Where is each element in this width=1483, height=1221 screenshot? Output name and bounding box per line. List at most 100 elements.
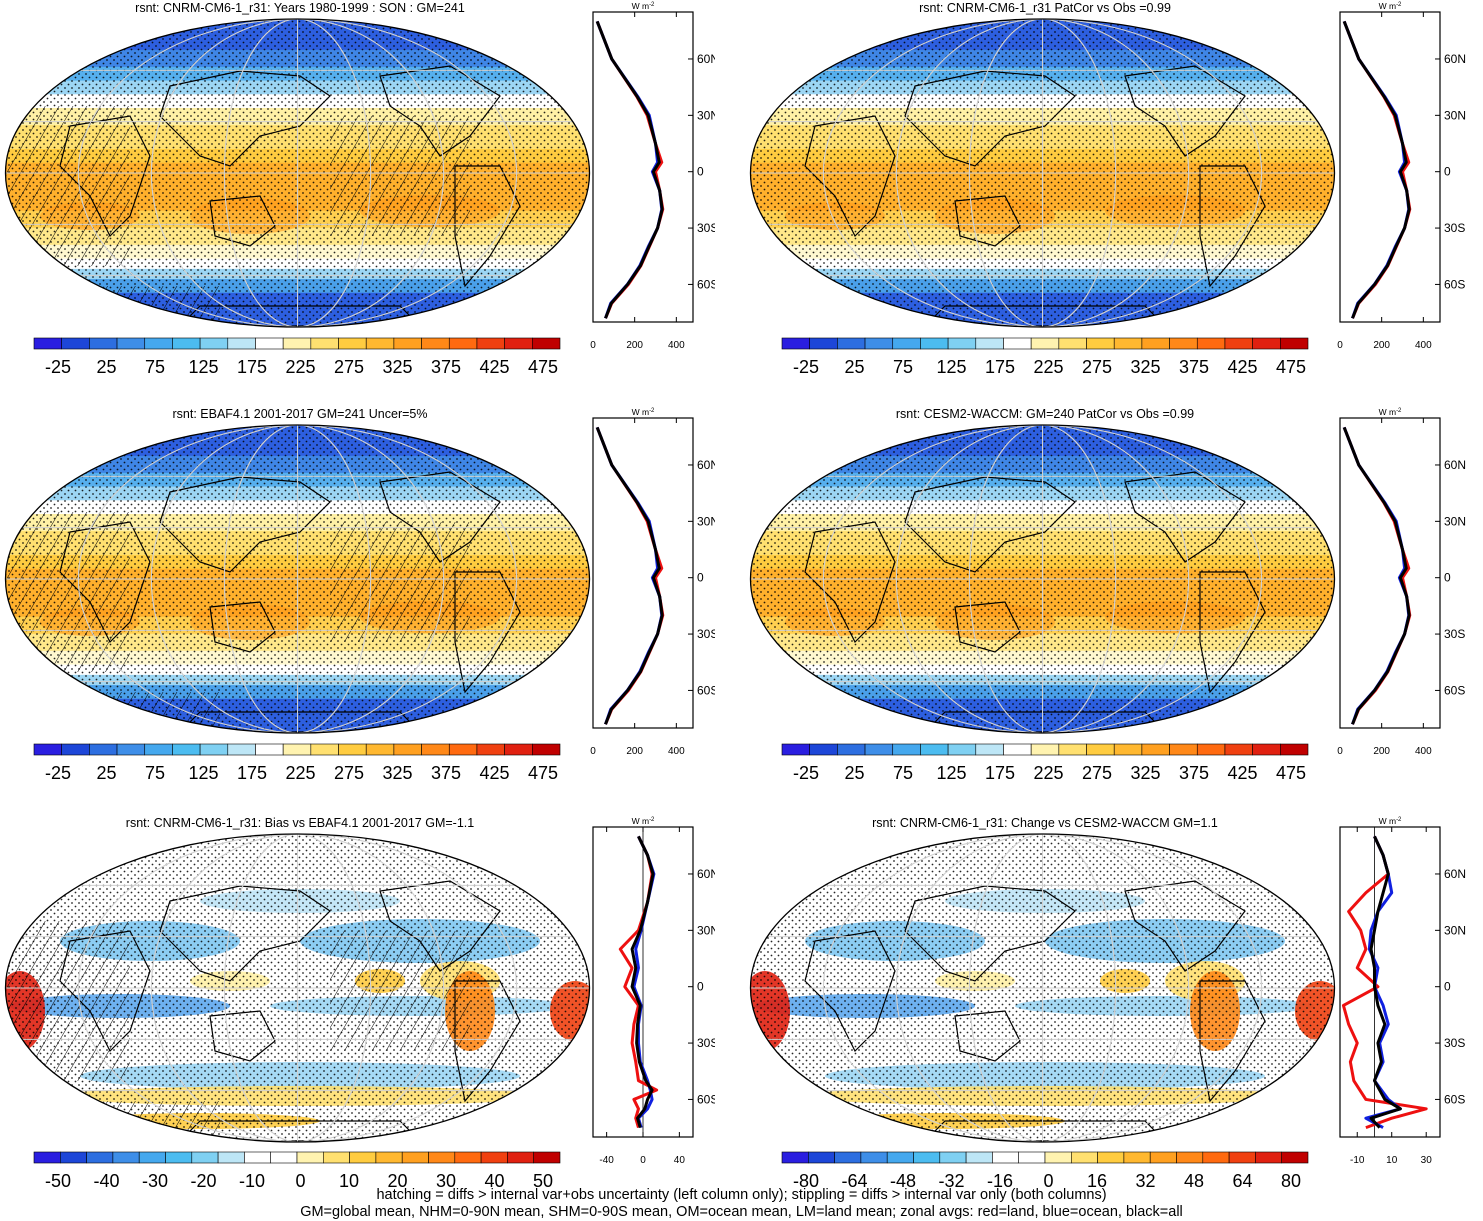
zonal-series-ocean — [1342, 20, 1411, 319]
robinson-map — [4, 424, 591, 734]
zonal-x-label: 0 — [590, 340, 596, 351]
zonal-x-label: 400 — [668, 746, 685, 757]
colorbar-swatch — [476, 743, 505, 756]
colorbar-swatch — [1169, 337, 1198, 350]
colorbar-tick-label: 175 — [985, 357, 1015, 377]
panel-title: rsnt: EBAF4.1 2001-2017 GM=241 Uncer=5% — [172, 407, 428, 421]
colorbar-tick-label: 32 — [1135, 1171, 1155, 1191]
colorbar-swatch — [393, 337, 422, 350]
zonal-lat-label: 60S — [697, 1092, 715, 1106]
zonal-lat-label: 30S — [697, 627, 715, 641]
robinson-map — [4, 18, 591, 328]
colorbar-swatch — [144, 337, 173, 350]
colorbar-swatch — [1003, 337, 1032, 350]
zonal-lat-label: 60N — [1444, 458, 1466, 472]
colorbar-swatch — [199, 337, 229, 350]
hatching-overlay — [5, 921, 130, 1081]
colorbar-swatch — [939, 1151, 967, 1164]
zonal-series-all — [595, 20, 664, 319]
zonal-x-label: 200 — [626, 340, 643, 351]
colorbar-swatch — [807, 1151, 835, 1164]
zonal-x-label: -40 — [599, 1155, 614, 1166]
graticule-line — [223, 834, 372, 1142]
zonal-lat-label: 60N — [697, 52, 715, 66]
hatching-overlay — [330, 116, 470, 236]
zonal-x-label: 40 — [674, 1155, 686, 1166]
graticule-line — [895, 425, 1190, 733]
zonal-series-ocean — [1342, 426, 1411, 725]
colorbar-swatch — [1169, 743, 1198, 756]
hatching-overlay — [5, 512, 130, 672]
zonal-lat-label: 30N — [1444, 514, 1466, 528]
colorbar-tick-label: 0 — [295, 1171, 305, 1191]
colorbar-tick-label: 225 — [1033, 763, 1063, 783]
colorbar-swatch — [1058, 743, 1087, 756]
colorbar-tick-label: 10 — [339, 1171, 359, 1191]
graticule-line — [77, 834, 518, 1142]
colorbar-swatch — [480, 1151, 508, 1164]
colorbar-swatch — [1149, 1151, 1177, 1164]
graticule-line — [968, 834, 1117, 1142]
colorbar-tick-label: -32 — [938, 1171, 964, 1191]
colorbar-swatch — [1228, 1151, 1256, 1164]
zonal-x-label: 200 — [1373, 746, 1390, 757]
colorbar-swatch — [421, 337, 450, 350]
colorbar-tick-label: -80 — [793, 1171, 819, 1191]
hatching-overlay — [20, 692, 220, 732]
colorbar-swatch — [920, 337, 949, 350]
colorbar-tick-label: 20 — [387, 1171, 407, 1191]
zonal-lat-label: 0 — [1444, 165, 1451, 179]
colorbar-tick-label: -30 — [142, 1171, 168, 1191]
hatching-overlay — [20, 1101, 220, 1141]
colorbar-swatch — [532, 743, 561, 756]
colorbar-tick-label: 425 — [479, 763, 509, 783]
colorbar-swatch — [144, 743, 173, 756]
zonal-lat-label: 30N — [697, 923, 715, 937]
colorbar-swatch — [1086, 743, 1115, 756]
colorbar-tick-label: 375 — [1179, 763, 1209, 783]
colorbar-tick-label: 25 — [844, 763, 864, 783]
colorbar-swatch — [507, 1151, 534, 1164]
zonal-lat-label: 0 — [697, 980, 704, 994]
colorbar-swatch — [401, 1151, 429, 1164]
colorbar-tick-label: -25 — [793, 763, 819, 783]
colorbar-tick-label: 275 — [1082, 763, 1112, 783]
zonal-series-all — [630, 835, 655, 1129]
colorbar-tick-label: 30 — [436, 1171, 456, 1191]
zonal-series-all — [1369, 835, 1402, 1129]
colorbar-swatch — [947, 337, 977, 350]
colorbar-swatch — [864, 743, 894, 756]
zonal-lat-label: 0 — [697, 165, 704, 179]
zonal-lat-label: 30S — [1444, 1036, 1465, 1050]
colorbar-swatch — [892, 337, 921, 350]
colorbar-swatch — [1141, 743, 1170, 756]
colorbar-swatch — [112, 1151, 140, 1164]
colorbar-swatch — [89, 743, 118, 756]
zonal-lat-label: 30N — [1444, 108, 1466, 122]
zonal-series-all — [595, 426, 664, 725]
colorbar-swatch — [1070, 1151, 1098, 1164]
colorbar-swatch — [834, 1151, 862, 1164]
colorbar-swatch — [781, 1151, 809, 1164]
colorbar-tick-label: 475 — [1276, 763, 1306, 783]
colorbar-swatch — [1030, 337, 1060, 350]
zonal-unit-label: W m-2 — [632, 1, 655, 11]
zonal-x-label: 400 — [1415, 746, 1432, 757]
colorbar-swatch — [217, 1151, 245, 1164]
colorbar-tick-label: 16 — [1087, 1171, 1107, 1191]
zonal-lat-label: 60N — [1444, 867, 1466, 881]
colorbar-swatch — [365, 337, 395, 350]
colorbar-swatch — [454, 1151, 482, 1164]
colorbar-swatch — [1141, 337, 1170, 350]
graticule-line — [895, 834, 1190, 1142]
colorbar-tick-label: 125 — [188, 763, 218, 783]
colorbar-swatch — [1280, 743, 1309, 756]
colorbar-swatch — [920, 743, 949, 756]
zonal-x-label: 400 — [668, 340, 685, 351]
colorbar-tick-label: 375 — [1179, 357, 1209, 377]
colorbar-tick-label: 175 — [237, 357, 267, 377]
colorbar-swatch — [428, 1151, 456, 1164]
map-border — [749, 424, 1336, 734]
colorbar: -25 25 75 125 175 225 275 325 375 425 475 — [33, 743, 561, 783]
colorbar-swatch — [338, 743, 367, 756]
